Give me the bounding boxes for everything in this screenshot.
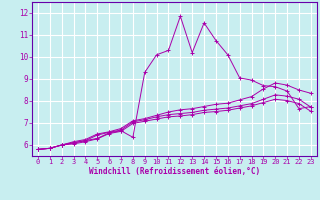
X-axis label: Windchill (Refroidissement éolien,°C): Windchill (Refroidissement éolien,°C) <box>89 167 260 176</box>
